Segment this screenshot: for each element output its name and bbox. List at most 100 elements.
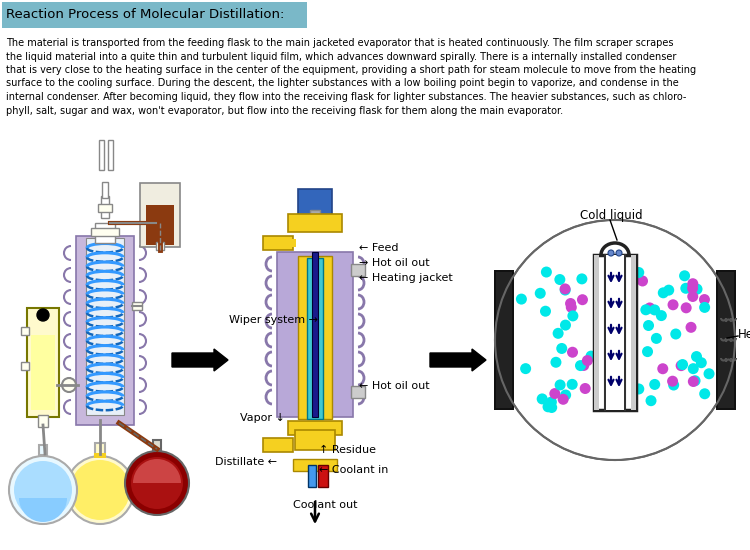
FancyBboxPatch shape [146,205,174,245]
Text: Reaction Process of Molecular Distillation:: Reaction Process of Molecular Distillati… [6,8,284,21]
Text: the liquid material into a quite thin and turbulent liquid film, which advances : the liquid material into a quite thin an… [6,52,676,62]
FancyBboxPatch shape [95,443,105,455]
FancyBboxPatch shape [2,2,307,28]
Circle shape [66,456,134,524]
Circle shape [677,359,688,370]
Circle shape [651,333,662,344]
FancyBboxPatch shape [102,182,108,198]
FancyBboxPatch shape [132,302,142,310]
Circle shape [560,389,572,400]
Circle shape [616,250,622,256]
Circle shape [582,355,593,366]
FancyBboxPatch shape [94,453,106,458]
Circle shape [520,363,531,374]
Text: ← Hot oil out: ← Hot oil out [359,381,430,391]
Text: surface to the cooling surface. During the descent, the lighter substances with : surface to the cooling surface. During t… [6,79,679,89]
Circle shape [70,460,130,520]
Circle shape [692,284,703,295]
Circle shape [541,267,552,278]
Text: Cold liquid: Cold liquid [580,208,643,222]
Circle shape [546,402,557,413]
Circle shape [540,306,551,317]
Circle shape [37,309,49,321]
Circle shape [667,376,678,387]
FancyBboxPatch shape [594,255,636,410]
Circle shape [14,461,72,519]
Circle shape [558,394,568,405]
Circle shape [516,294,527,305]
Circle shape [556,343,567,354]
FancyBboxPatch shape [38,415,48,427]
FancyBboxPatch shape [594,255,599,410]
Circle shape [553,328,564,339]
FancyBboxPatch shape [21,327,29,335]
Circle shape [567,379,578,390]
Circle shape [658,287,669,298]
Circle shape [9,456,77,524]
Circle shape [560,320,571,331]
Circle shape [131,457,183,509]
FancyBboxPatch shape [98,204,112,212]
Circle shape [567,346,578,358]
Circle shape [554,379,566,390]
FancyBboxPatch shape [86,238,124,415]
Circle shape [637,276,648,287]
FancyBboxPatch shape [310,210,320,218]
Circle shape [568,310,578,321]
Text: Vapor ↓: Vapor ↓ [240,413,285,423]
Circle shape [640,304,651,315]
Circle shape [542,402,554,412]
Circle shape [688,376,699,387]
Circle shape [125,451,189,515]
Circle shape [554,274,566,285]
FancyBboxPatch shape [308,465,316,487]
FancyBboxPatch shape [263,236,293,250]
Circle shape [687,278,698,289]
Circle shape [688,363,699,374]
Circle shape [668,299,679,310]
Circle shape [649,304,660,315]
Circle shape [642,346,653,357]
Circle shape [633,267,644,278]
Circle shape [62,378,76,392]
Circle shape [691,351,702,362]
Circle shape [560,283,571,294]
FancyBboxPatch shape [318,465,328,487]
Circle shape [496,221,734,459]
FancyBboxPatch shape [99,140,104,170]
FancyBboxPatch shape [31,335,55,410]
FancyBboxPatch shape [263,438,293,452]
Circle shape [549,388,560,399]
Circle shape [687,291,698,302]
Text: ← Heating jacket: ← Heating jacket [359,273,453,283]
Circle shape [670,328,681,339]
Circle shape [535,288,546,299]
Circle shape [699,388,710,399]
Text: Heat: Heat [738,328,750,342]
FancyBboxPatch shape [277,252,353,417]
Text: internal condenser. After becoming liquid, they flow into the receiving flask fo: internal condenser. After becoming liqui… [6,92,686,102]
FancyBboxPatch shape [140,183,180,247]
FancyBboxPatch shape [298,256,332,419]
Circle shape [537,393,548,404]
Circle shape [689,375,700,386]
FancyBboxPatch shape [21,362,29,370]
Circle shape [679,270,690,281]
Text: Coolant out: Coolant out [293,500,358,510]
Text: that is very close to the heating surface in the center of the equipment, provid: that is very close to the heating surfac… [6,65,696,75]
FancyBboxPatch shape [312,252,318,417]
FancyBboxPatch shape [95,223,115,243]
Circle shape [663,285,674,296]
FancyBboxPatch shape [351,386,365,398]
Circle shape [580,383,591,394]
FancyBboxPatch shape [288,421,342,435]
FancyBboxPatch shape [351,264,365,276]
FancyBboxPatch shape [39,445,47,455]
Circle shape [578,360,590,371]
Circle shape [577,273,587,284]
Circle shape [681,302,692,313]
Text: → Hot oil out: → Hot oil out [359,258,430,268]
Circle shape [646,395,656,406]
FancyBboxPatch shape [156,242,164,250]
FancyBboxPatch shape [76,236,134,425]
